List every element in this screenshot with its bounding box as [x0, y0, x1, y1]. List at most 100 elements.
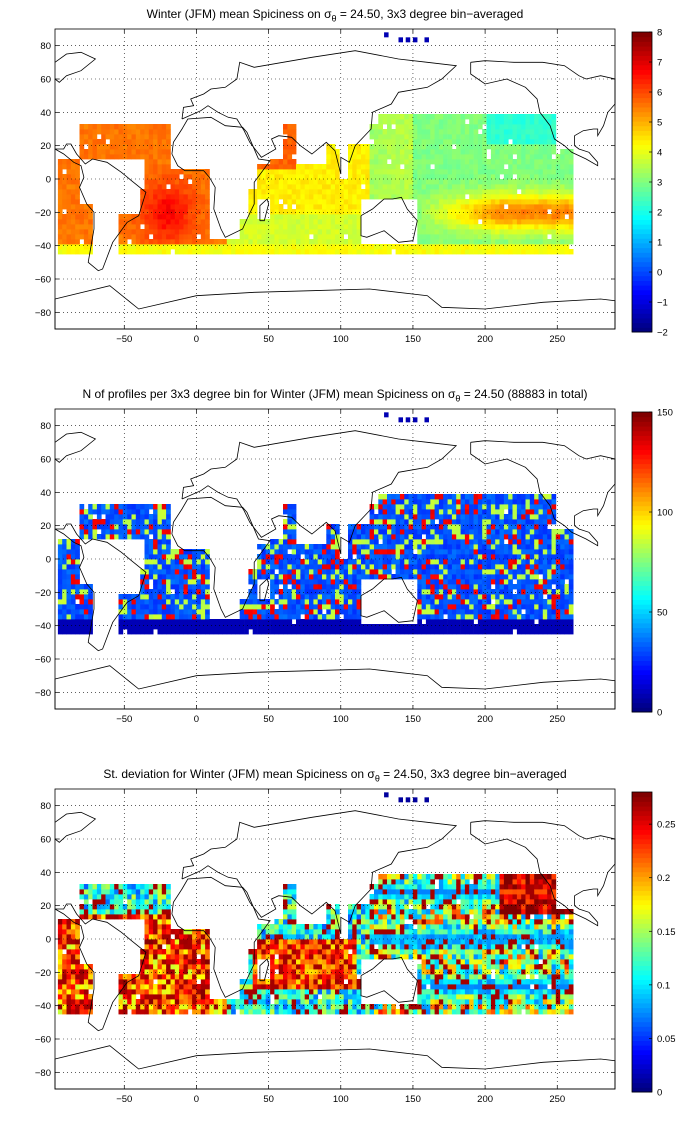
heatmap-cell — [144, 169, 150, 175]
heatmap-cell — [278, 189, 284, 195]
heatmap-cell — [421, 189, 427, 195]
heatmap-cell — [412, 154, 418, 160]
heatmap-cell — [248, 624, 254, 630]
heatmap-cell — [300, 219, 306, 225]
heatmap-cell — [503, 144, 509, 150]
heatmap-cell — [486, 134, 492, 140]
heatmap-cell — [538, 584, 544, 590]
heatmap-cell — [179, 214, 184, 220]
heatmap-cell — [200, 204, 206, 210]
heatmap-cell — [438, 174, 444, 180]
colorbar-segment — [632, 651, 652, 657]
heatmap-cell — [460, 584, 466, 590]
heatmap-cell — [469, 114, 474, 120]
heatmap-cell — [521, 234, 526, 240]
heatmap-cell — [555, 609, 561, 615]
heatmap-cell — [335, 194, 340, 200]
heatmap-cell — [101, 124, 106, 130]
heatmap-cell — [296, 544, 301, 550]
heatmap-cell — [555, 154, 561, 160]
heatmap-cell — [499, 249, 505, 255]
heatmap-cell — [391, 514, 396, 520]
heatmap-cell — [122, 614, 128, 620]
colorbar-tick-label: 50 — [657, 608, 668, 619]
heatmap-cell — [547, 564, 552, 570]
heatmap-cell — [300, 194, 306, 200]
heatmap-cell — [378, 194, 383, 200]
heatmap-cell — [270, 159, 275, 165]
heatmap-cell — [521, 249, 526, 255]
heatmap-cell — [486, 544, 492, 550]
heatmap-cell — [274, 589, 280, 595]
heatmap-cell — [166, 524, 171, 530]
heatmap-cell — [179, 179, 184, 185]
heatmap-cell — [239, 239, 245, 245]
heatmap-cell — [538, 624, 544, 630]
heatmap-cell — [192, 559, 197, 565]
heatmap-cell — [118, 529, 124, 535]
heatmap-cell — [83, 584, 89, 590]
heatmap-cell — [317, 624, 323, 630]
heatmap-cell — [296, 209, 301, 215]
heatmap-cell — [490, 629, 496, 635]
heatmap-cell — [417, 579, 422, 585]
heatmap-cell — [430, 249, 435, 255]
heatmap-cell — [490, 614, 496, 620]
heatmap-cell — [460, 604, 466, 610]
heatmap-cell — [166, 194, 171, 200]
heatmap-cell — [434, 184, 440, 190]
heatmap-cell — [131, 124, 137, 130]
heatmap-cell — [352, 214, 357, 220]
heatmap-cell — [508, 224, 513, 230]
heatmap-cell — [79, 904, 85, 910]
heatmap-cell — [135, 239, 141, 245]
heatmap-cell — [335, 154, 340, 160]
heatmap-cell — [499, 184, 505, 190]
heatmap-cell — [555, 549, 561, 555]
heatmap-cell — [490, 579, 496, 585]
heatmap-cell — [239, 609, 245, 615]
heatmap-cell — [335, 229, 340, 235]
heatmap-cell — [283, 189, 288, 195]
colorbar-segment — [632, 622, 652, 629]
heatmap-cell — [521, 509, 526, 515]
heatmap-cell — [534, 219, 539, 225]
heatmap-cell — [192, 629, 197, 635]
heatmap-cell — [477, 544, 483, 550]
heatmap-cell — [101, 529, 106, 535]
heatmap-cell — [57, 559, 63, 565]
heatmap-cell — [339, 234, 344, 240]
heatmap-cell — [179, 169, 184, 175]
heatmap-cell — [343, 244, 349, 250]
heatmap-cell — [335, 174, 340, 180]
colorbar-segment — [632, 416, 652, 422]
heatmap-cell — [521, 499, 526, 505]
heatmap-cell — [144, 589, 150, 595]
heatmap-cell — [88, 229, 93, 235]
heatmap-cell — [335, 594, 340, 600]
heatmap-cell — [322, 594, 327, 600]
heatmap-cell — [166, 139, 171, 145]
heatmap-cell — [456, 499, 461, 505]
heatmap-cell — [283, 519, 288, 525]
heatmap-cell — [490, 184, 496, 190]
colorbar-segment — [632, 505, 652, 511]
heatmap-cell — [326, 194, 331, 200]
heatmap-cell — [300, 179, 306, 185]
colorbar-segment — [632, 303, 652, 310]
heatmap-cell — [352, 529, 357, 535]
heatmap-cell — [75, 1004, 80, 1010]
heatmap-cell — [291, 614, 297, 620]
heatmap-cell — [361, 174, 366, 180]
heatmap-cell — [135, 129, 141, 135]
heatmap-cell — [356, 544, 362, 550]
heatmap-cell — [157, 559, 163, 565]
heatmap-cell — [365, 569, 370, 575]
gridlines — [55, 409, 615, 709]
colorbar-segment — [632, 604, 652, 610]
heatmap-cell — [395, 544, 401, 550]
heatmap-cell — [300, 244, 306, 250]
heatmap-cell — [547, 519, 552, 525]
heatmap-cell — [118, 129, 124, 135]
heatmap-cell — [291, 144, 297, 150]
